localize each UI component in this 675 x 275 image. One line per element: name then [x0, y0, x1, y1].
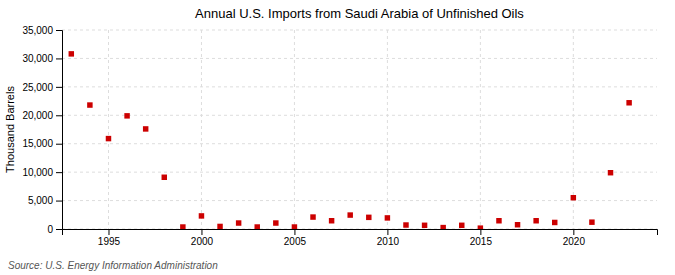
tick-mark — [108, 229, 109, 235]
point — [347, 212, 352, 217]
point — [180, 224, 185, 229]
point — [533, 218, 538, 223]
grid-line — [62, 86, 657, 87]
point — [199, 213, 204, 218]
title: Annual U.S. Imports from Saudi Arabia of… — [195, 6, 524, 21]
tick: 5,000 — [28, 195, 62, 206]
tick: 15,000 — [22, 138, 62, 149]
tick-mark — [56, 30, 62, 31]
tick: 2020 — [563, 229, 586, 247]
annotation: Source: U.S. Energy Information Administ… — [8, 260, 218, 271]
point — [403, 222, 408, 227]
point — [366, 215, 371, 220]
point — [236, 220, 241, 225]
x-axis: 1995 2000 2005 2010 2015 2020 — [63, 229, 658, 247]
tick: 0 — [47, 224, 62, 235]
tick-label: 1995 — [98, 236, 121, 247]
point — [571, 195, 576, 200]
chart: 1995 2000 2005 2010 2015 2020 0 5,000 10,000 15,0… — [0, 0, 675, 275]
grid-line — [62, 58, 657, 59]
grid-line — [294, 30, 295, 229]
tick-mark — [201, 229, 202, 235]
grid — [62, 30, 657, 229]
point — [124, 113, 129, 118]
point — [440, 225, 445, 229]
tick-label: 2005 — [284, 236, 307, 247]
grid-line — [62, 172, 657, 173]
plot: 1995 2000 2005 2010 2015 2020 0 5,000 10,000 15,0… — [22, 25, 657, 247]
tick-label: 35,000 — [22, 25, 53, 36]
point — [217, 224, 222, 229]
grid-line — [62, 30, 657, 31]
tick-mark — [56, 87, 62, 88]
point — [310, 214, 315, 219]
point — [515, 222, 520, 227]
point — [552, 220, 557, 225]
tick-label: 25,000 — [22, 82, 53, 93]
tick: 2015 — [470, 229, 493, 247]
point — [385, 215, 390, 220]
grid-line — [62, 115, 657, 116]
tick-mark — [56, 172, 62, 173]
tick-label: 0 — [47, 224, 53, 235]
tick-label: 2020 — [563, 236, 586, 247]
tick: 1995 — [98, 229, 121, 247]
tick-mark — [56, 144, 62, 145]
point — [459, 223, 464, 228]
tick-label: 5,000 — [28, 195, 53, 206]
point — [608, 170, 613, 175]
grid-line — [201, 30, 202, 229]
tick-label: 2010 — [377, 236, 400, 247]
tick: 30,000 — [22, 53, 62, 64]
point — [496, 218, 501, 223]
tick: 20,000 — [22, 110, 62, 121]
tick-mark — [573, 229, 574, 235]
y-axis: 0 5,000 10,000 15,000 20,000 25,000 30,000 35,0… — [22, 25, 62, 235]
tick-label: 2015 — [470, 236, 493, 247]
tick-label: 30,000 — [22, 53, 53, 64]
grid-line — [62, 143, 657, 144]
point — [626, 100, 631, 105]
grid-line — [480, 30, 481, 229]
tick-label: 20,000 — [22, 110, 53, 121]
grid-line — [62, 200, 657, 201]
point — [162, 175, 167, 180]
tick-mark — [56, 229, 62, 230]
tick-mark — [294, 229, 295, 235]
point — [106, 136, 111, 141]
tick-label: 2000 — [191, 236, 214, 247]
tick-label: 15,000 — [22, 138, 53, 149]
tick-mark — [56, 115, 62, 116]
tick-mark — [56, 201, 62, 202]
point — [87, 102, 92, 107]
point — [143, 126, 148, 131]
tick: 25,000 — [22, 82, 62, 93]
tick: 10,000 — [22, 167, 62, 178]
points — [69, 51, 632, 229]
tick-mark — [56, 58, 62, 59]
grid-line — [108, 30, 109, 229]
axis-line — [56, 31, 63, 230]
tick: 2005 — [284, 229, 307, 247]
point — [292, 224, 297, 229]
point — [69, 51, 74, 56]
grid-line — [387, 30, 388, 229]
point — [589, 219, 594, 224]
tick-mark — [480, 229, 481, 235]
tick: 35,000 — [22, 25, 62, 36]
y-axis-title: Thousand Barrels — [4, 86, 16, 173]
point — [478, 225, 483, 229]
tick-mark — [387, 229, 388, 235]
point — [273, 220, 278, 225]
point — [329, 218, 334, 223]
axis-line — [63, 230, 658, 236]
tick-label: 10,000 — [22, 167, 53, 178]
point — [422, 223, 427, 228]
tick: 2000 — [191, 229, 214, 247]
point — [254, 224, 259, 229]
tick: 2010 — [377, 229, 400, 247]
